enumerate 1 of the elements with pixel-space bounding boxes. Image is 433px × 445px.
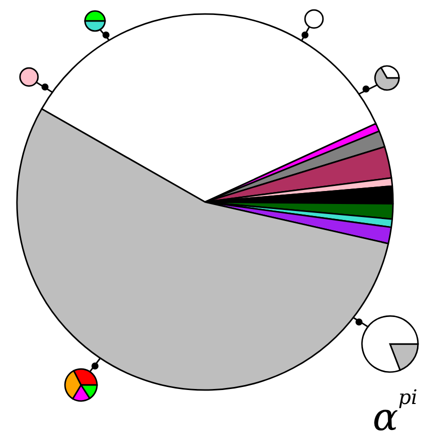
text: α$^{pi}$ bbox=[372, 385, 418, 439]
